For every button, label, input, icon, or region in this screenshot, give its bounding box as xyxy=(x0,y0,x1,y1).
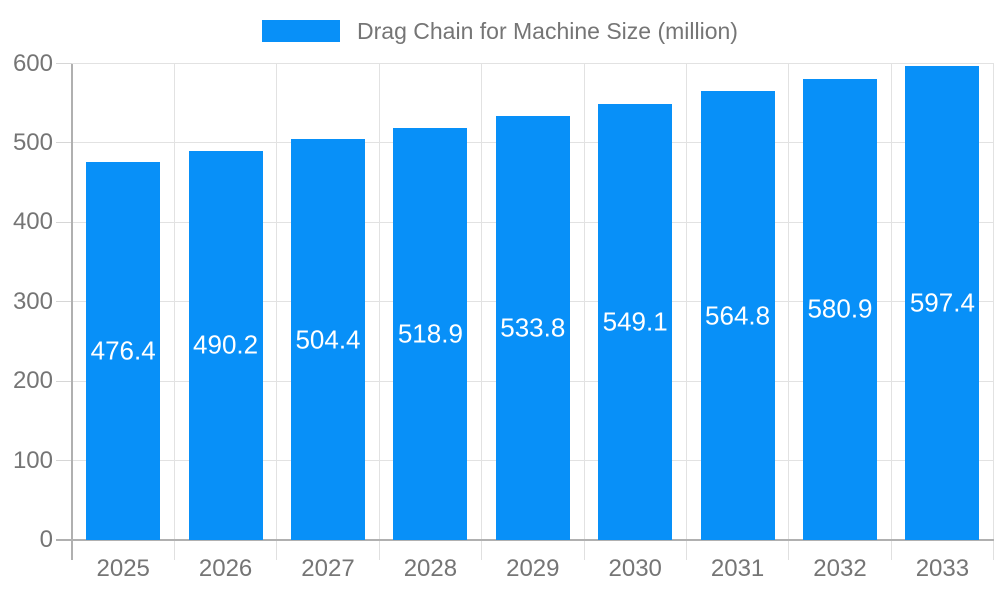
bar-2029[interactable]: 533.8 xyxy=(495,116,570,540)
bar-value-label: 533.8 xyxy=(500,312,566,343)
y-axis-tick xyxy=(56,63,72,64)
legend-swatch-icon xyxy=(262,20,341,42)
y-axis-tick xyxy=(56,460,72,462)
y-axis-tick xyxy=(56,142,72,144)
x-tick-label: 2033 xyxy=(915,555,970,582)
x-tick-label: 2032 xyxy=(813,555,867,582)
x-tick-label: 2027 xyxy=(301,555,355,582)
y-axis-tick xyxy=(56,301,72,303)
bar-value-label: 549.1 xyxy=(602,306,668,337)
v-gridline xyxy=(685,63,687,540)
y-axis-tick xyxy=(56,539,72,541)
legend-label: Drag Chain for Machine Size (million) xyxy=(357,17,738,44)
bar-2032[interactable]: 580.9 xyxy=(803,78,877,540)
bar-2030[interactable]: 549.1 xyxy=(598,103,673,540)
v-gridline xyxy=(276,63,278,540)
y-tick-label: 500 xyxy=(12,128,53,156)
y-tick-label: 0 xyxy=(39,526,53,553)
y-axis-tick xyxy=(56,221,72,223)
bar-value-label: 518.9 xyxy=(397,318,463,349)
bar-value-label: 564.8 xyxy=(705,300,771,331)
y-tick-label: 300 xyxy=(12,287,53,315)
bar-value-label: 490.2 xyxy=(193,329,259,360)
y-tick-label: 200 xyxy=(12,367,53,395)
x-tick-label: 2025 xyxy=(96,555,150,582)
bar-value-label: 597.4 xyxy=(909,287,975,318)
bar-value-label: 476.4 xyxy=(90,335,156,366)
v-gridline xyxy=(481,63,483,540)
y-axis-line xyxy=(71,63,73,560)
h-gridline xyxy=(72,63,994,64)
v-gridline xyxy=(993,63,995,540)
bar-2033[interactable]: 597.4 xyxy=(905,65,980,540)
legend-item[interactable]: Drag Chain for Machine Size (million) xyxy=(0,17,1000,44)
bar-2026[interactable]: 490.2 xyxy=(188,150,263,540)
x-tick-label: 2029 xyxy=(506,555,560,582)
x-tick-label: 2028 xyxy=(403,555,458,582)
y-tick-label: 600 xyxy=(12,49,53,77)
bar-2025[interactable]: 476.4 xyxy=(86,161,161,540)
v-gridline xyxy=(583,63,585,540)
y-axis-tick xyxy=(56,380,72,382)
bar-value-label: 580.9 xyxy=(807,293,873,324)
x-tick-label: 2026 xyxy=(198,555,253,582)
v-gridline xyxy=(788,63,790,540)
x-tick-label: 2031 xyxy=(710,555,765,582)
y-tick-label: 400 xyxy=(12,208,53,236)
bar-2031[interactable]: 564.8 xyxy=(700,91,775,540)
v-gridline xyxy=(173,63,175,540)
bar-value-label: 504.4 xyxy=(295,324,361,355)
bar-2028[interactable]: 518.9 xyxy=(393,127,468,540)
x-tick-label: 2030 xyxy=(608,555,662,582)
v-gridline xyxy=(378,63,380,540)
y-tick-label: 100 xyxy=(12,446,53,474)
bar-2027[interactable]: 504.4 xyxy=(291,139,365,540)
v-gridline xyxy=(890,63,892,540)
